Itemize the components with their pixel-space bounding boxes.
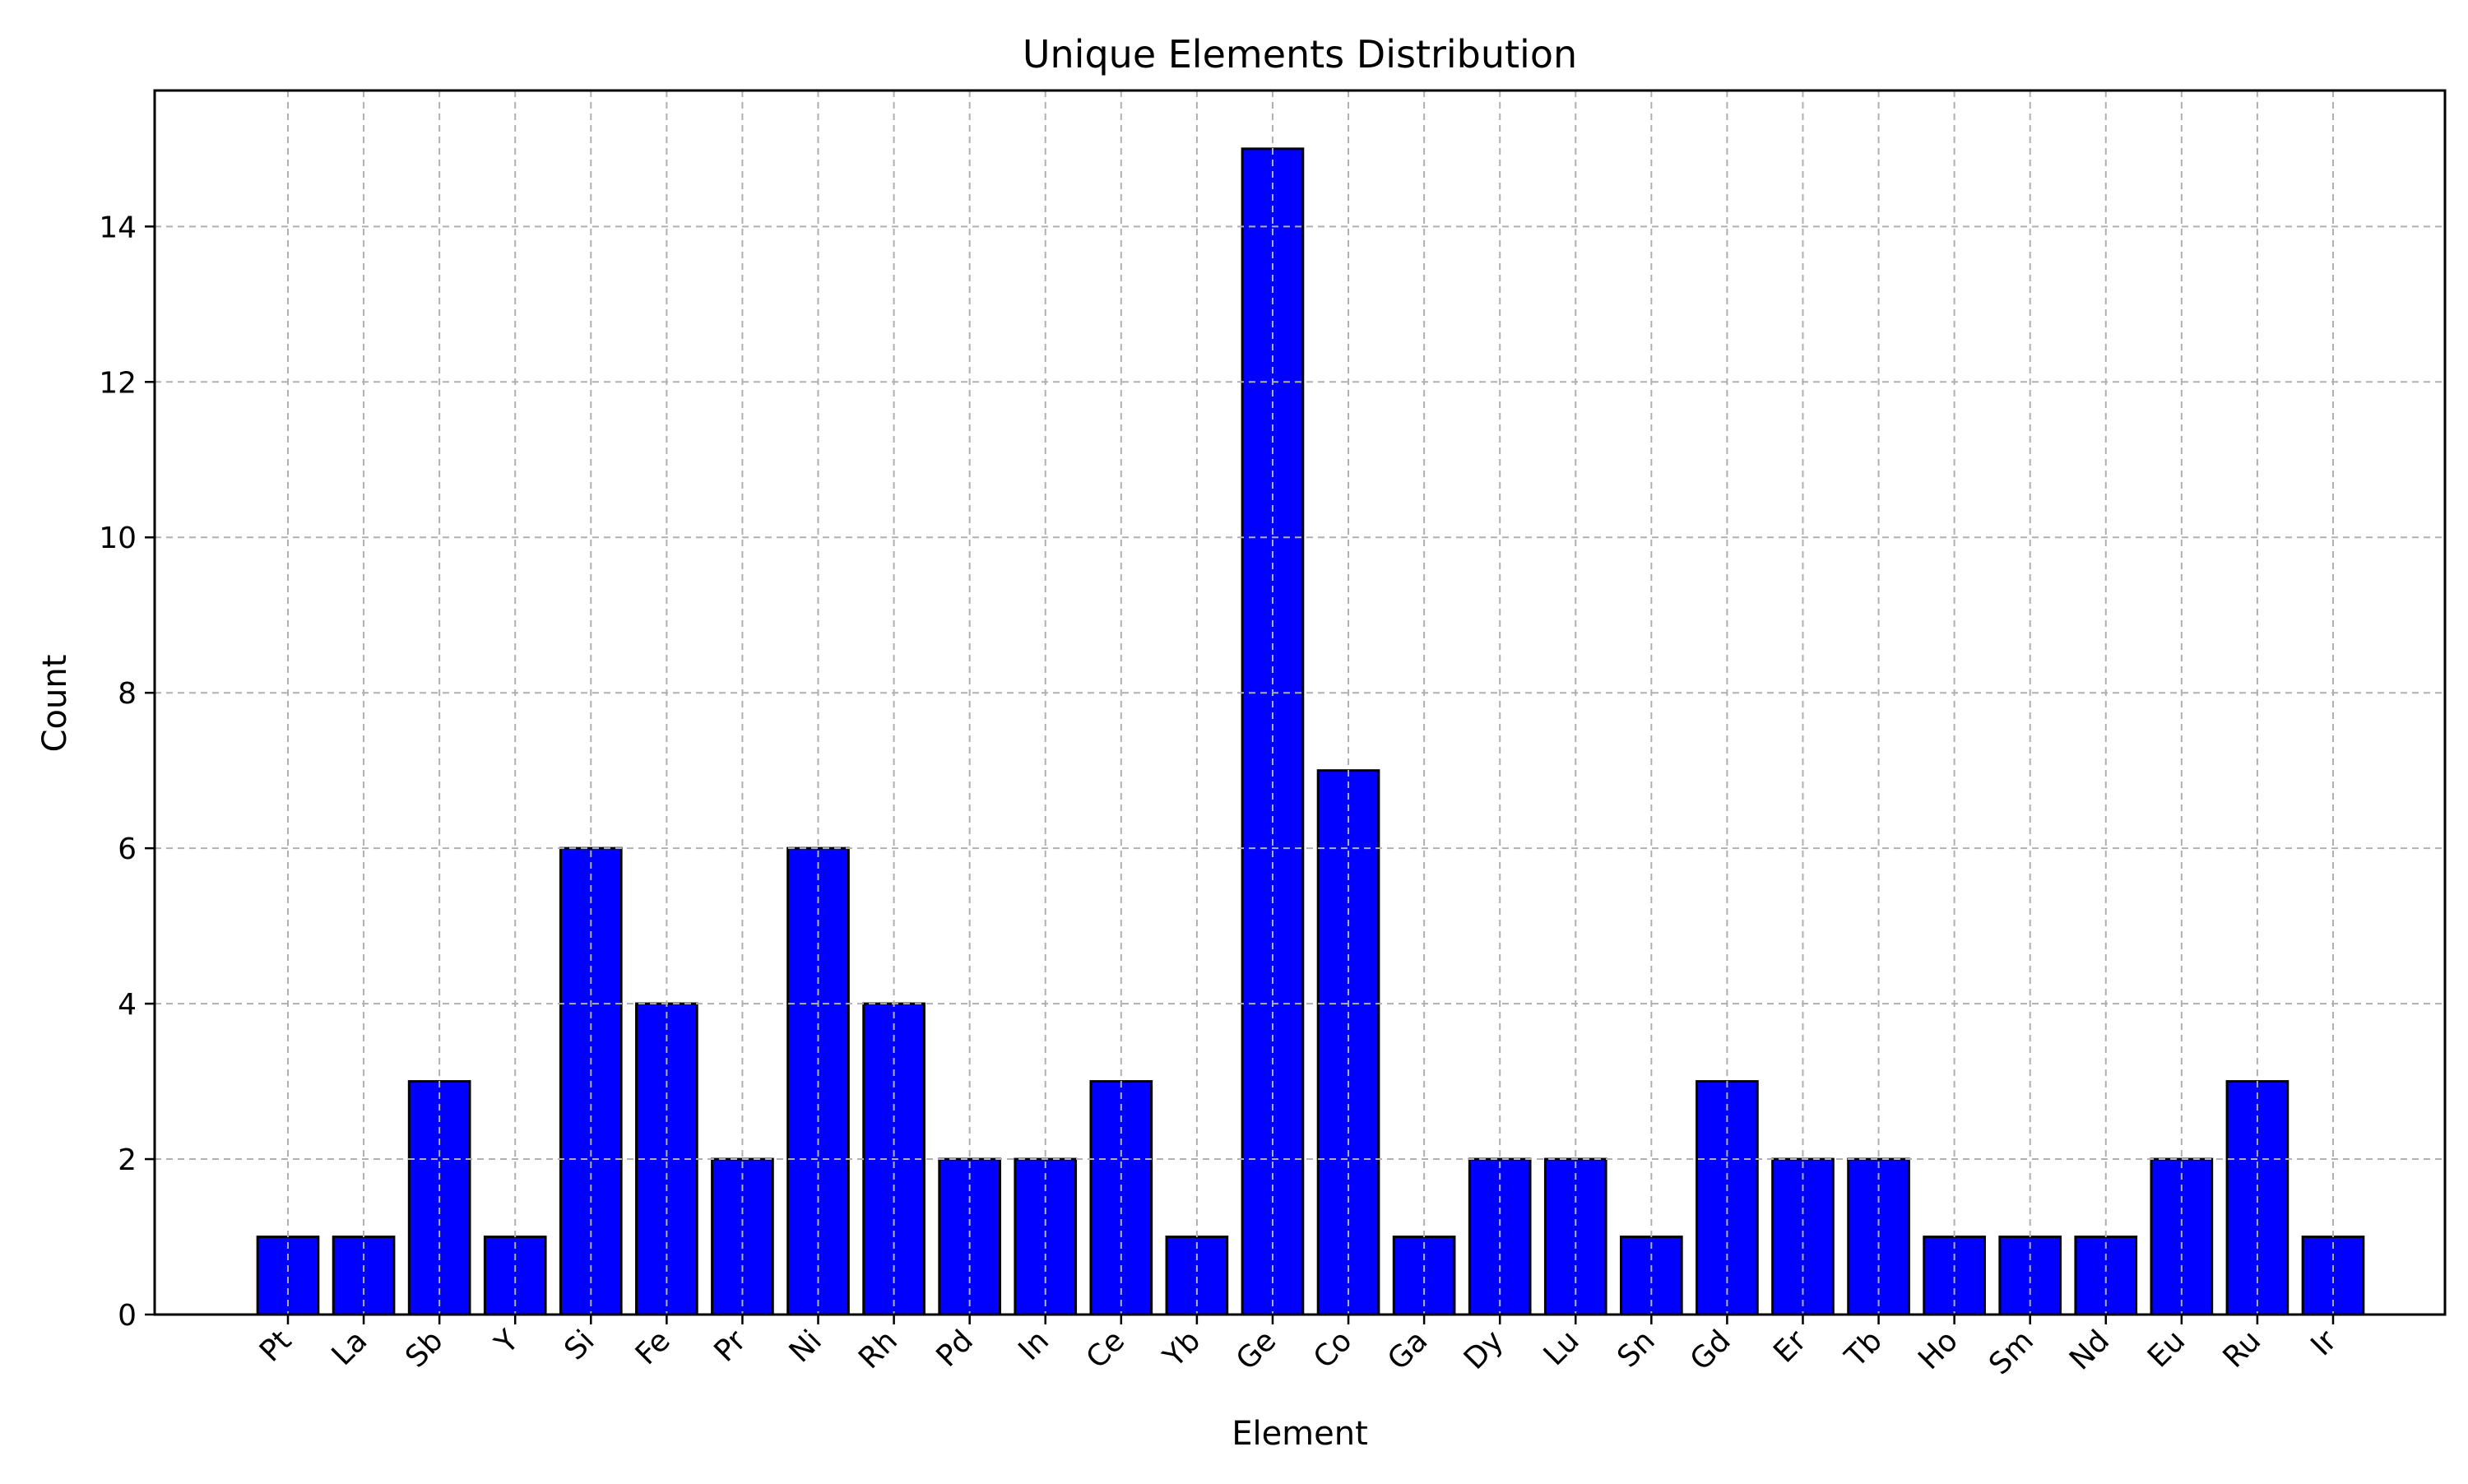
x-tick-label-Sb: Sb (399, 1324, 449, 1374)
chart-title: Unique Elements Distribution (1023, 32, 1577, 77)
x-tick-label-Ge: Ge (1230, 1324, 1283, 1376)
x-tick-label-Y: Y (488, 1324, 526, 1361)
x-tick-label-Ce: Ce (1080, 1324, 1131, 1375)
y-tick-label-12: 12 (99, 366, 137, 400)
plot-area-frame (153, 89, 2447, 1316)
x-tick-label-La: La (326, 1324, 374, 1372)
y-tick-label-6: 6 (118, 832, 137, 866)
x-axis-ticks: Pt La Sb Y Si Fe Pr Ni Rh Pd In Ce Yb Ge Co Ga Dy Lu Sn Gd E… (253, 1315, 2344, 1381)
y-tick-label-10: 10 (99, 522, 137, 555)
y-axis-label: Count (36, 655, 74, 753)
x-tick-label-Sm: Sm (1983, 1324, 2040, 1381)
x-tick-label-Eu: Eu (2141, 1324, 2192, 1374)
x-tick-label-Pt: Pt (253, 1324, 298, 1368)
y-tick-label-2: 2 (118, 1143, 137, 1177)
x-axis-label: Element (1232, 1415, 1368, 1453)
y-tick-label-0: 0 (118, 1299, 137, 1333)
x-tick-label-Co: Co (1307, 1324, 1358, 1375)
y-tick-label-14: 14 (99, 211, 137, 244)
x-tick-label-Si: Si (558, 1324, 601, 1366)
x-tick-label-Pd: Pd (930, 1324, 981, 1374)
y-axis-ticks: 0 2 4 6 8 10 12 14 (99, 211, 155, 1333)
bars (256, 147, 2365, 1316)
y-tick-label-4: 4 (118, 988, 137, 1022)
x-tick-label-Yb: Yb (1157, 1324, 1207, 1374)
x-tick-label-Nd: Nd (2063, 1324, 2116, 1376)
x-tick-label-Ir: Ir (2304, 1324, 2343, 1362)
grid-lines (155, 90, 2445, 1315)
x-tick-label-Ho: Ho (1912, 1324, 1965, 1376)
x-tick-label-Pr: Pr (707, 1324, 753, 1369)
x-tick-label-Ga: Ga (1381, 1324, 1434, 1376)
x-tick-label-Lu: Lu (1538, 1324, 1586, 1372)
x-tick-label-Tb: Tb (1839, 1324, 1889, 1374)
x-tick-label-Sn: Sn (1611, 1324, 1661, 1374)
x-tick-label-Gd: Gd (1684, 1324, 1737, 1377)
y-tick-label-8: 8 (118, 677, 137, 711)
x-tick-label-Rh: Rh (852, 1324, 904, 1375)
x-tick-label-Er: Er (1767, 1324, 1813, 1370)
x-tick-label-Fe: Fe (629, 1324, 677, 1371)
x-tick-label-Ni: Ni (783, 1324, 828, 1369)
x-tick-label-Dy: Dy (1458, 1324, 1510, 1376)
x-tick-label-In: In (1012, 1324, 1055, 1367)
x-tick-label-Ru: Ru (2217, 1324, 2268, 1375)
